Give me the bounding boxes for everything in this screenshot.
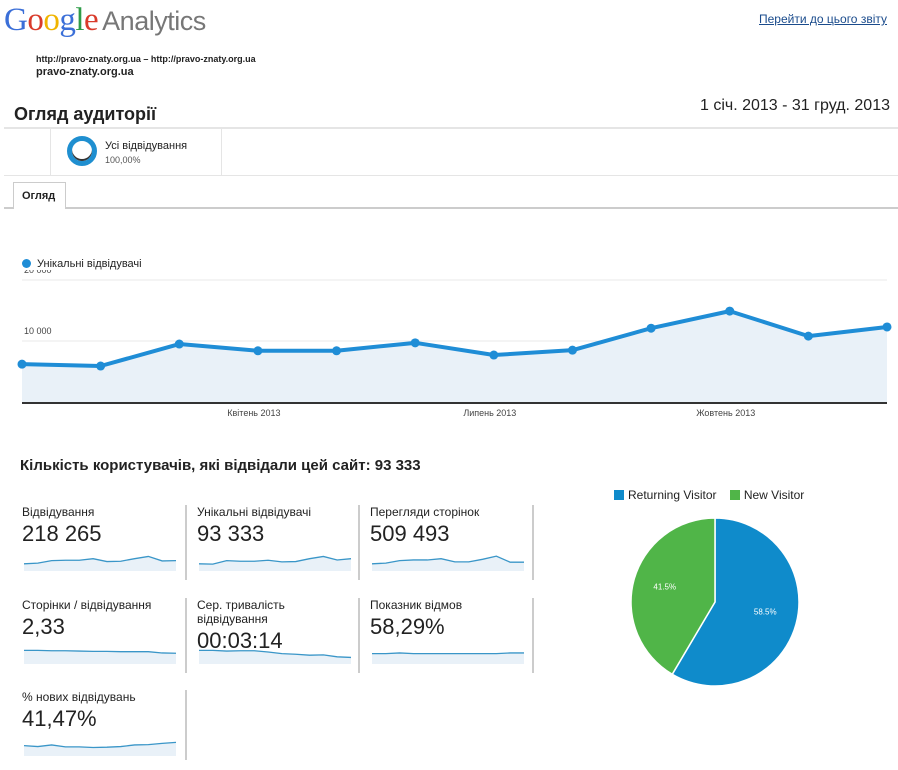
sparkline-fill <box>199 650 351 664</box>
divider <box>185 505 187 580</box>
metric-card[interactable]: Сторінки / відвідування 2,33 <box>22 598 182 678</box>
sparkline-line <box>199 649 352 659</box>
sparkline-fill <box>372 652 524 664</box>
sparkline-fill <box>199 556 351 571</box>
segment-percent: 100,00% <box>105 155 141 165</box>
segment-ring-icon <box>67 136 97 166</box>
x-tick-label: Квітень 2013 <box>227 408 280 418</box>
sparkline-fill <box>24 742 176 756</box>
pie-legend: Returning Visitor New Visitor <box>614 488 804 502</box>
sparkline-fill <box>24 650 176 664</box>
data-point <box>567 345 577 355</box>
tab-overview[interactable]: Огляд <box>13 182 66 209</box>
site-url: http://pravo-znaty.org.ua – http://pravo… <box>36 54 256 64</box>
sparkline <box>199 649 352 664</box>
metric-label: Відвідування <box>22 505 95 519</box>
chart-legend: Унікальні відвідувачі <box>22 258 142 270</box>
sparkline-line <box>372 652 524 655</box>
tab-divider <box>4 207 898 209</box>
data-point <box>96 361 106 371</box>
metric-label: Сер. тривалість відвідування <box>197 598 285 626</box>
segment-bar: Усі відвідування 100,00% <box>4 127 898 176</box>
divider <box>532 505 534 580</box>
sparkline <box>24 649 177 664</box>
metric-value: 41,47% <box>22 706 97 731</box>
sparkline <box>198 555 352 571</box>
metric-value: 58,29% <box>370 614 445 639</box>
metric-value: 93 333 <box>197 521 265 546</box>
sparkline <box>371 555 524 571</box>
pie-chart: 58.5% 41.5% <box>630 517 800 687</box>
site-name: pravo-znaty.org.ua <box>36 66 134 78</box>
segment-all-visits[interactable]: Усі відвідування 100,00% <box>50 129 222 176</box>
sparkline-line <box>23 741 177 749</box>
metric-label: % нових відвідувань <box>22 690 136 704</box>
pie-label: 58.5% <box>754 607 777 616</box>
divider <box>185 598 187 673</box>
google-analytics-logo: Google Analytics <box>4 2 206 39</box>
divider <box>358 598 360 673</box>
metric-label: Показник відмов <box>370 598 463 612</box>
data-point <box>882 322 892 332</box>
divider <box>185 690 187 760</box>
logo-analytics: Analytics <box>102 6 206 36</box>
sparkline <box>372 652 524 664</box>
data-point <box>332 346 342 356</box>
data-point <box>253 346 263 356</box>
legend-label: Унікальні відвідувачі <box>37 258 142 270</box>
metric-label: Сторінки / відвідування <box>22 598 152 612</box>
open-report-link[interactable]: Перейти до цього звіту <box>759 12 887 26</box>
date-range[interactable]: 1 січ. 2013 - 31 груд. 2013 <box>699 97 890 114</box>
metric-value: 00:03:14 <box>197 628 283 653</box>
users-count: Кількість користувачів, які відвідали це… <box>20 457 421 474</box>
data-point <box>410 338 420 348</box>
returning-swatch-icon <box>614 490 624 500</box>
metric-label: Перегляди сторінок <box>370 505 480 519</box>
sparkline <box>23 741 177 756</box>
x-tick-label: Липень 2013 <box>463 408 516 418</box>
divider <box>358 505 360 580</box>
metric-label: Унікальні відвідувачі <box>197 505 312 519</box>
sparkline-fill <box>372 556 524 571</box>
metric-value: 218 265 <box>22 521 102 546</box>
data-point <box>803 331 813 341</box>
metric-card[interactable]: % нових відвідувань 41,47% <box>22 690 182 770</box>
legend-dot-icon <box>22 259 31 268</box>
data-point <box>489 350 499 360</box>
data-point <box>646 323 656 333</box>
metric-value: 509 493 <box>370 521 450 546</box>
metric-card[interactable]: Сер. тривалість відвідування 00:03:14 <box>197 598 357 678</box>
segment-name: Усі відвідування <box>105 140 188 152</box>
sparkline-line <box>23 555 177 565</box>
sparkline <box>23 555 177 571</box>
logo-google: Google <box>4 2 99 38</box>
data-point <box>17 359 27 369</box>
metric-card[interactable]: Унікальні відвідувачі 93 333 <box>197 505 357 585</box>
sparkline-line <box>371 555 524 565</box>
data-point <box>725 306 735 316</box>
y-tick-label: 20 000 <box>24 270 52 275</box>
data-point <box>174 339 184 349</box>
divider <box>532 598 534 673</box>
metric-card[interactable]: Відвідування 218 265 <box>22 505 182 585</box>
page-title: Огляд аудиторії <box>14 104 157 124</box>
line-chart: 20 000 10 000 Квітень 2013 Липень 2013 Жовте… <box>17 270 892 418</box>
pie-slice <box>630 517 716 676</box>
metric-value: 2,33 <box>22 614 65 639</box>
sparkline-fill <box>24 556 176 571</box>
sparkline-line <box>198 555 352 565</box>
y-tick-label: 10 000 <box>24 326 52 336</box>
metric-card[interactable]: Перегляди сторінок 509 493 <box>370 505 530 585</box>
legend-returning: Returning Visitor <box>628 488 717 502</box>
x-tick-label: Жовтень 2013 <box>696 408 755 418</box>
legend-new: New Visitor <box>743 488 805 502</box>
new-swatch-icon <box>729 490 740 500</box>
area-fill <box>22 311 887 402</box>
pie-label: 41.5% <box>653 583 676 592</box>
series-line <box>21 309 888 369</box>
pie-slice <box>671 517 800 687</box>
metric-card[interactable]: Показник відмов 58,29% <box>370 598 530 678</box>
sparkline-line <box>24 649 177 654</box>
